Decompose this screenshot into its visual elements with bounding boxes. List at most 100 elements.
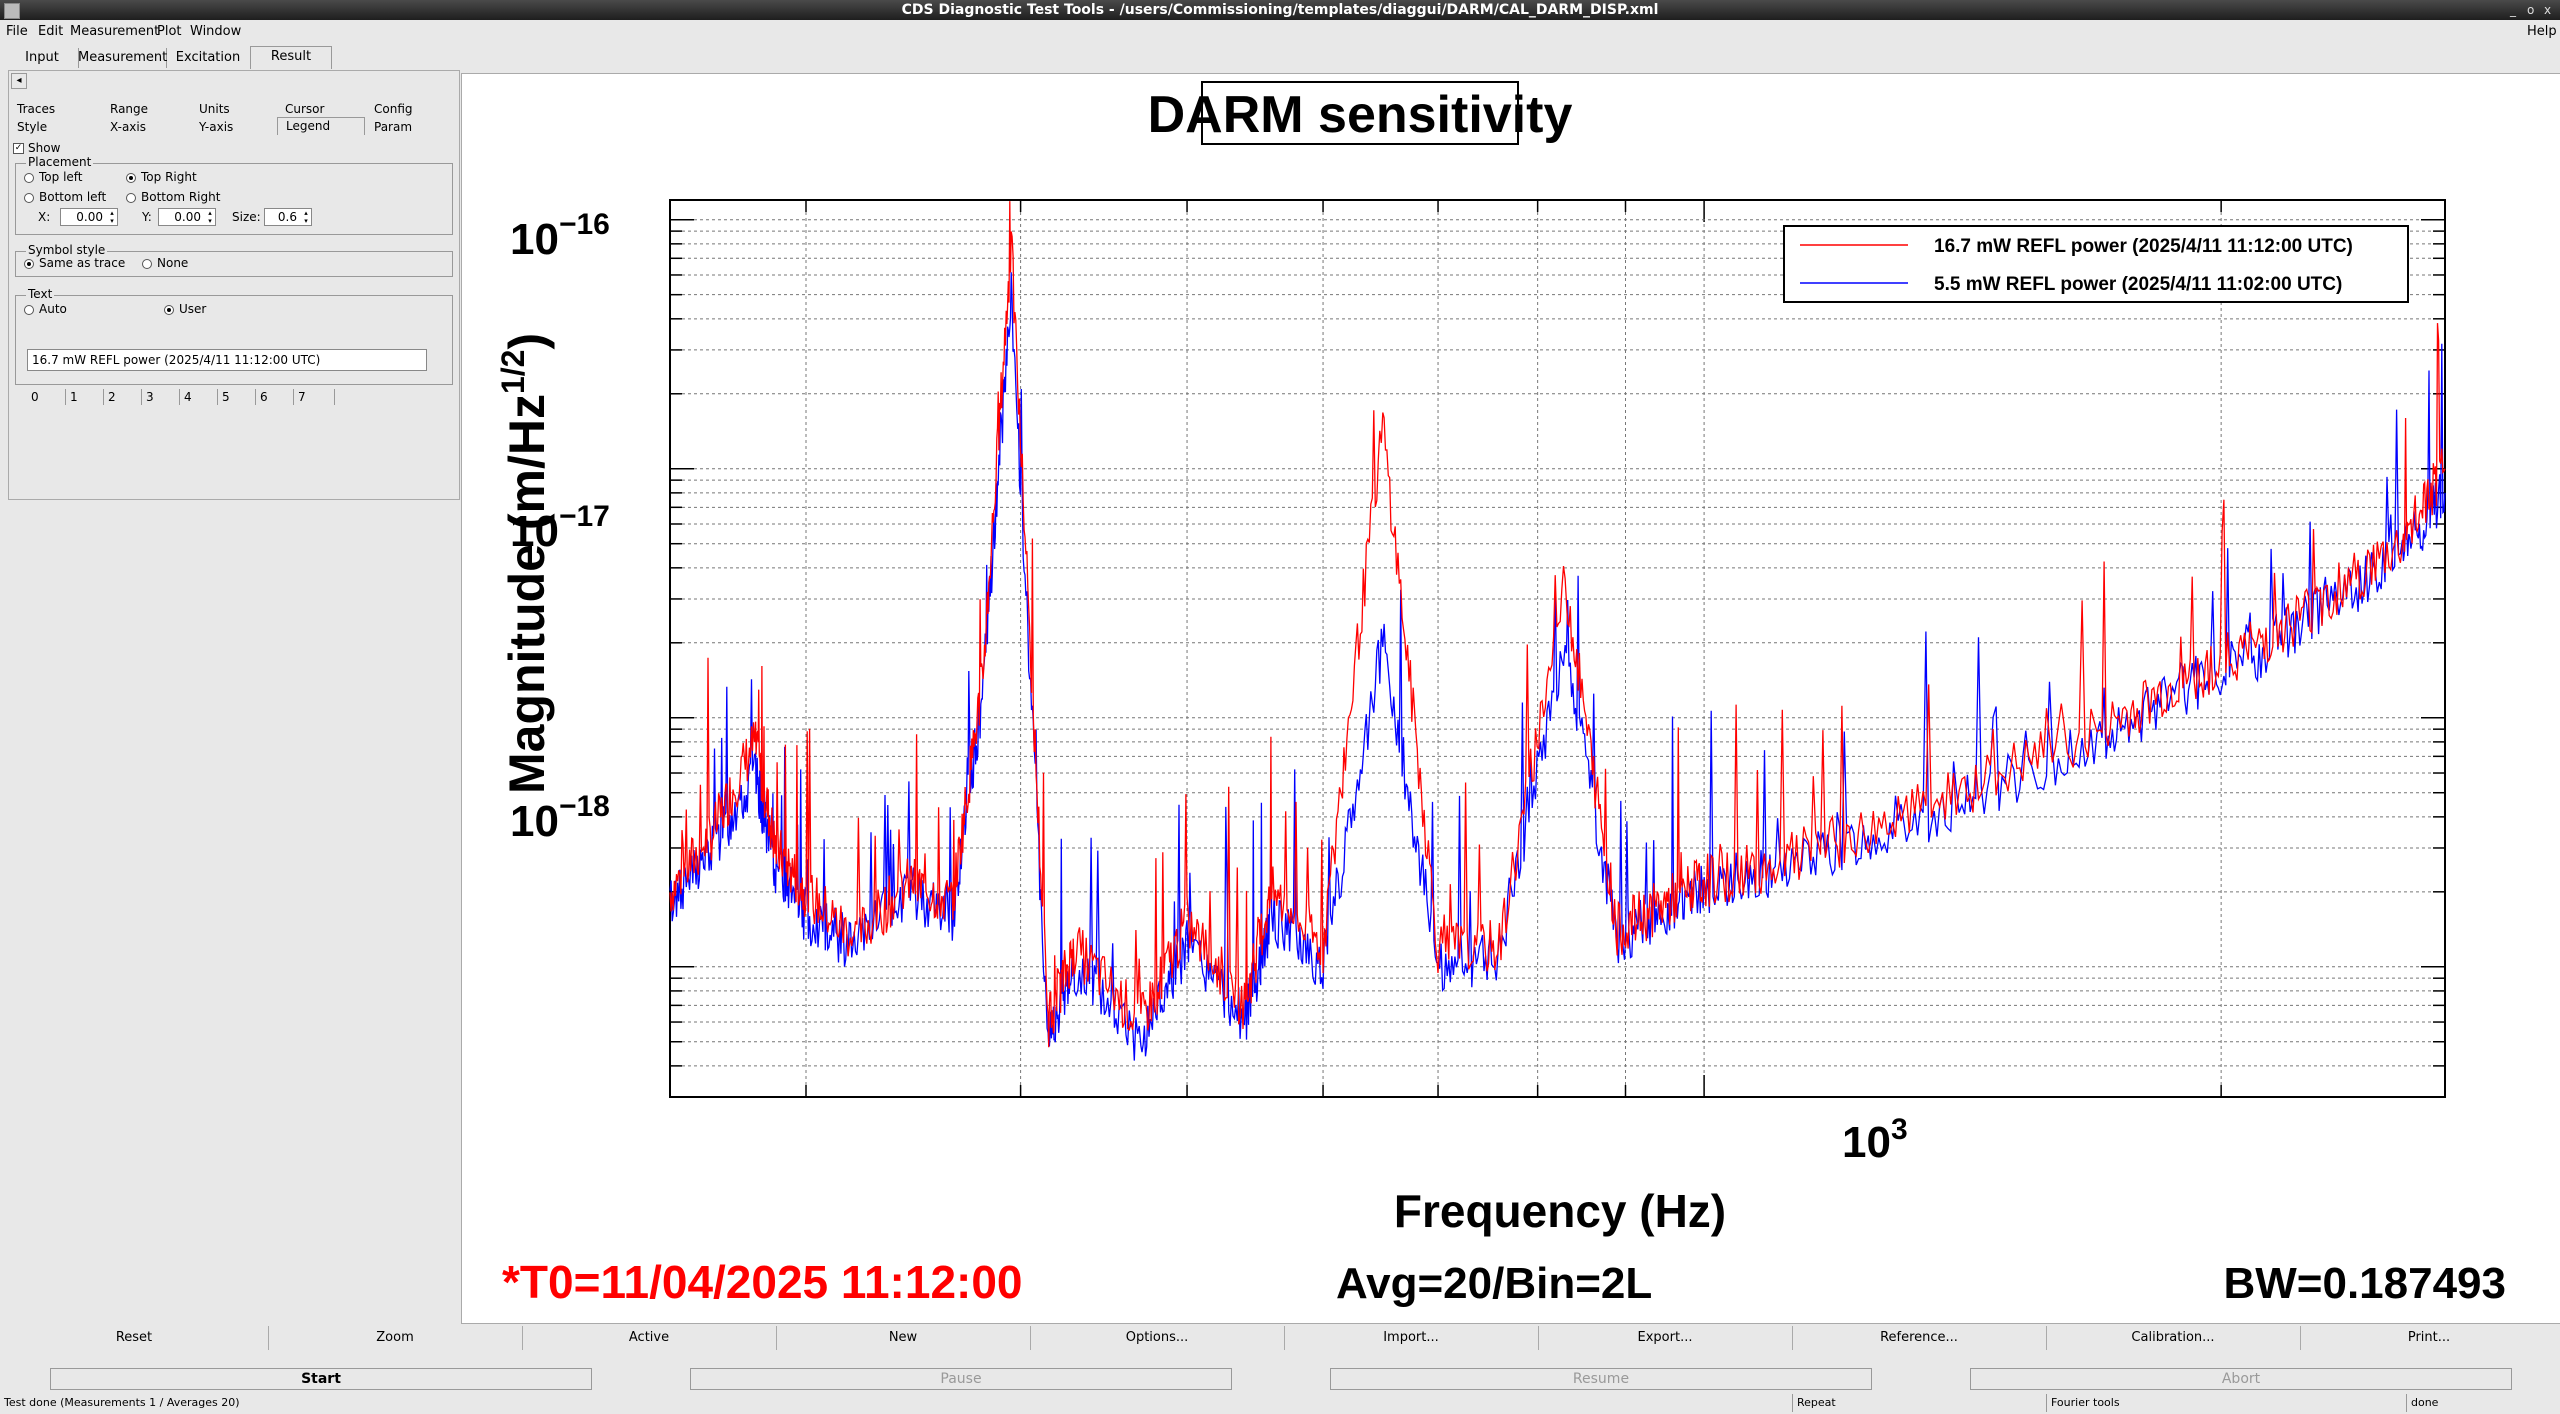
zoom-button[interactable]: Zoom [268, 1326, 523, 1350]
options-button[interactable]: Options... [1030, 1326, 1285, 1350]
y-tick-labels: 10−16 10−17 10−18 [510, 208, 610, 846]
pause-button[interactable]: Pause [690, 1368, 1232, 1390]
import-button[interactable]: Import... [1284, 1326, 1539, 1350]
lp-tab-units[interactable]: Units [199, 102, 230, 116]
menu-help[interactable]: Help [2527, 24, 2557, 39]
resume-button[interactable]: Resume [1330, 1368, 1872, 1390]
show-check-icon: ✓ [13, 143, 24, 154]
radio-top-left-label: Top left [39, 170, 83, 184]
tab-input[interactable]: Input [6, 48, 79, 68]
trace-tab-4[interactable]: 4 [179, 389, 192, 405]
print-button[interactable]: Print... [2407, 1330, 2451, 1345]
menu-edit[interactable]: Edit [38, 24, 64, 39]
menu-measurement[interactable]: Measurement [70, 24, 160, 39]
menu-bar: File Edit Measurement Plot Window Help [0, 22, 2560, 42]
plot-grid [670, 200, 2445, 1097]
window-menu-icon[interactable] [4, 3, 20, 19]
plot-button-bar: Reset Zoom Active New Options... Import.… [0, 1326, 2560, 1352]
y-axis-label: Magnitude (m/Hz1/2) [495, 333, 555, 794]
radio-symbol-none[interactable]: None [142, 256, 188, 270]
radio-same-as-trace-label: Same as trace [39, 256, 126, 270]
reset-button[interactable]: Reset [0, 1326, 269, 1350]
abort-button[interactable]: Abort [1970, 1368, 2512, 1390]
plot-canvas[interactable]: DARM sensitivity 10−16 10−17 10−18 103 M… [461, 73, 2560, 1324]
lp-tab-x-axis[interactable]: X-axis [110, 120, 146, 134]
lp-tab-y-axis[interactable]: Y-axis [199, 120, 234, 134]
size-spinner[interactable]: 0.6 [264, 208, 312, 226]
status-main: Test done (Measurements 1 / Averages 20) [4, 1396, 240, 1409]
chart-title: DARM sensitivity [1148, 86, 1573, 144]
symbol-style-group: Symbol style Same as trace None [15, 243, 453, 277]
start-button[interactable]: Start [50, 1368, 592, 1390]
t0-label: *T0=11/04/2025 11:12:00 [502, 1256, 1023, 1308]
y-tick-label-1e-17: 10−17 [510, 500, 610, 556]
lp-tab-style[interactable]: Style [17, 120, 48, 134]
lp-tab-cursor[interactable]: Cursor [285, 102, 325, 116]
minimize-icon[interactable]: _ [2510, 3, 2516, 17]
collapse-arrow-icon[interactable]: ◂ [11, 73, 27, 89]
show-label: Show [28, 141, 61, 155]
tab-excitation[interactable]: Excitation [166, 48, 251, 68]
maximize-icon[interactable]: o [2527, 3, 2535, 17]
calibration-button[interactable]: Calibration... [2046, 1326, 2301, 1350]
menu-plot[interactable]: Plot [157, 24, 182, 39]
radio-text-user-label: User [179, 302, 207, 316]
radio-top-left[interactable]: Top left [24, 170, 83, 184]
legend-entry-2: 5.5 mW REFL power (2025/4/11 11:02:00 UT… [1934, 274, 2342, 295]
radio-text-auto-label: Auto [39, 302, 67, 316]
measurement-control-bar: Start Pause Resume Abort [0, 1368, 2560, 1390]
size-label: Size: [232, 210, 261, 224]
radio-text-user[interactable]: User [164, 302, 206, 316]
plot-frame [669, 199, 2446, 1098]
lp-tab-traces[interactable]: Traces [17, 102, 56, 116]
y-tick-label-1e-18: 10−18 [510, 790, 610, 846]
y-label: Y: [142, 210, 152, 224]
y-position-spinner[interactable]: 0.00 [158, 208, 216, 226]
status-tool: Fourier tools [2046, 1394, 2120, 1412]
menu-file[interactable]: File [6, 24, 28, 39]
symbol-style-title: Symbol style [26, 243, 108, 257]
x-axis-label: Frequency (Hz) [1394, 1185, 1726, 1237]
x-label: X: [38, 210, 51, 224]
trace-tab-7[interactable]: 7 [293, 389, 335, 405]
menu-window[interactable]: Window [190, 24, 242, 39]
trace-blue-5p5mW [669, 272, 2446, 1061]
radio-text-auto[interactable]: Auto [24, 302, 67, 316]
avg-label: Avg=20/Bin=2L [1336, 1259, 1652, 1308]
trace-tab-0[interactable]: 0 [31, 390, 39, 404]
close-icon[interactable]: x [2544, 3, 2552, 17]
text-group: Text Auto User [15, 287, 453, 385]
status-bar: Test done (Measurements 1 / Averages 20)… [0, 1394, 2560, 1412]
legend-text-input[interactable]: 16.7 mW REFL power (2025/4/11 11:12:00 U… [27, 349, 427, 371]
tab-measurement[interactable]: Measurement [78, 48, 167, 68]
radio-bottom-left[interactable]: Bottom left [24, 190, 106, 204]
trace-tab-2[interactable]: 2 [103, 389, 116, 405]
lp-tab-config[interactable]: Config [374, 102, 413, 116]
placement-title: Placement [26, 155, 94, 169]
radio-same-as-trace[interactable]: Same as trace [24, 256, 125, 270]
trace-tab-5[interactable]: 5 [217, 389, 230, 405]
active-button[interactable]: Active [522, 1326, 777, 1350]
show-checkbox[interactable]: ✓ Show [13, 141, 60, 155]
lp-tab-range[interactable]: Range [110, 102, 149, 116]
radio-symbol-none-label: None [157, 256, 189, 270]
status-state: done [2406, 1394, 2438, 1412]
export-button[interactable]: Export... [1538, 1326, 1793, 1350]
trace-tab-6[interactable]: 6 [255, 389, 268, 405]
lp-tab-legend[interactable]: Legend [277, 117, 365, 135]
trace-tab-3[interactable]: 3 [141, 389, 154, 405]
trace-tab-1[interactable]: 1 [65, 389, 78, 405]
tab-result[interactable]: Result [250, 46, 332, 69]
new-button[interactable]: New [776, 1326, 1031, 1350]
radio-bottom-right[interactable]: Bottom Right [126, 190, 220, 204]
reference-button[interactable]: Reference... [1792, 1326, 2047, 1350]
title-box [1201, 81, 1519, 145]
x-position-spinner[interactable]: 0.00 [60, 208, 118, 226]
radio-top-right[interactable]: Top Right [126, 170, 197, 184]
darm-chart[interactable]: DARM sensitivity 10−16 10−17 10−18 103 M… [462, 74, 2560, 1323]
status-repeat: Repeat [1792, 1394, 1836, 1412]
radio-bottom-left-label: Bottom left [39, 190, 107, 204]
main-tab-bar: Input Measurement Excitation Result [0, 46, 2560, 69]
lp-tab-param[interactable]: Param [374, 120, 413, 134]
plot-traces [669, 201, 2446, 1061]
